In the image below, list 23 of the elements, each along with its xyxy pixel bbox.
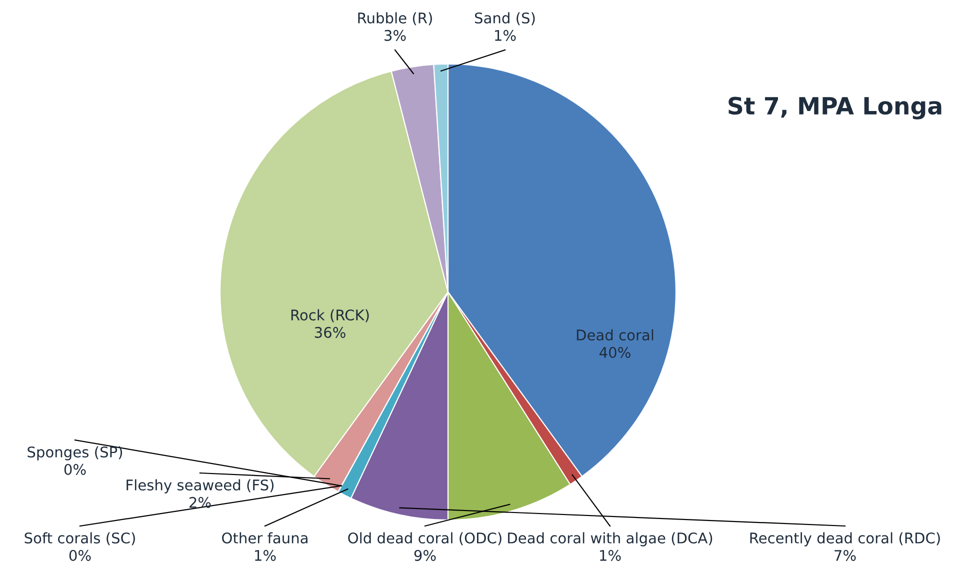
slice-label: Recently dead coral (RDC) <box>750 532 940 546</box>
slice-label: Old dead coral (ODC) <box>348 532 502 546</box>
data-label: 3% <box>384 30 406 41</box>
data-label: 7% <box>834 550 856 561</box>
text: 0% <box>69 550 91 561</box>
data-label: 1% <box>600 550 621 561</box>
slice-label: Other fauna <box>222 532 308 544</box>
data-label: 40% <box>600 346 630 358</box>
data-label: 1% <box>255 550 276 561</box>
data-label: 9% <box>414 550 436 561</box>
data-label: 1% <box>495 30 516 41</box>
category-label: Sponges (SP) <box>28 446 122 460</box>
slice-label: Rock (RCK) <box>291 309 369 322</box>
data-label: 36% <box>314 326 346 338</box>
slice-label: Sand (S) <box>474 12 535 26</box>
category-label: Soft corals (SC) <box>24 532 135 546</box>
slice-label: Fleshy seaweed (FS) <box>126 479 274 494</box>
slice-label: Dead coral <box>576 329 654 341</box>
text: St 7, MPA Longa <box>728 96 942 120</box>
slice-label: Dead coral with algae (DCA) <box>508 532 712 546</box>
slice-label: Rubble (R) <box>358 12 432 26</box>
data-label: 2% <box>190 496 211 508</box>
text: 0% <box>64 464 86 475</box>
